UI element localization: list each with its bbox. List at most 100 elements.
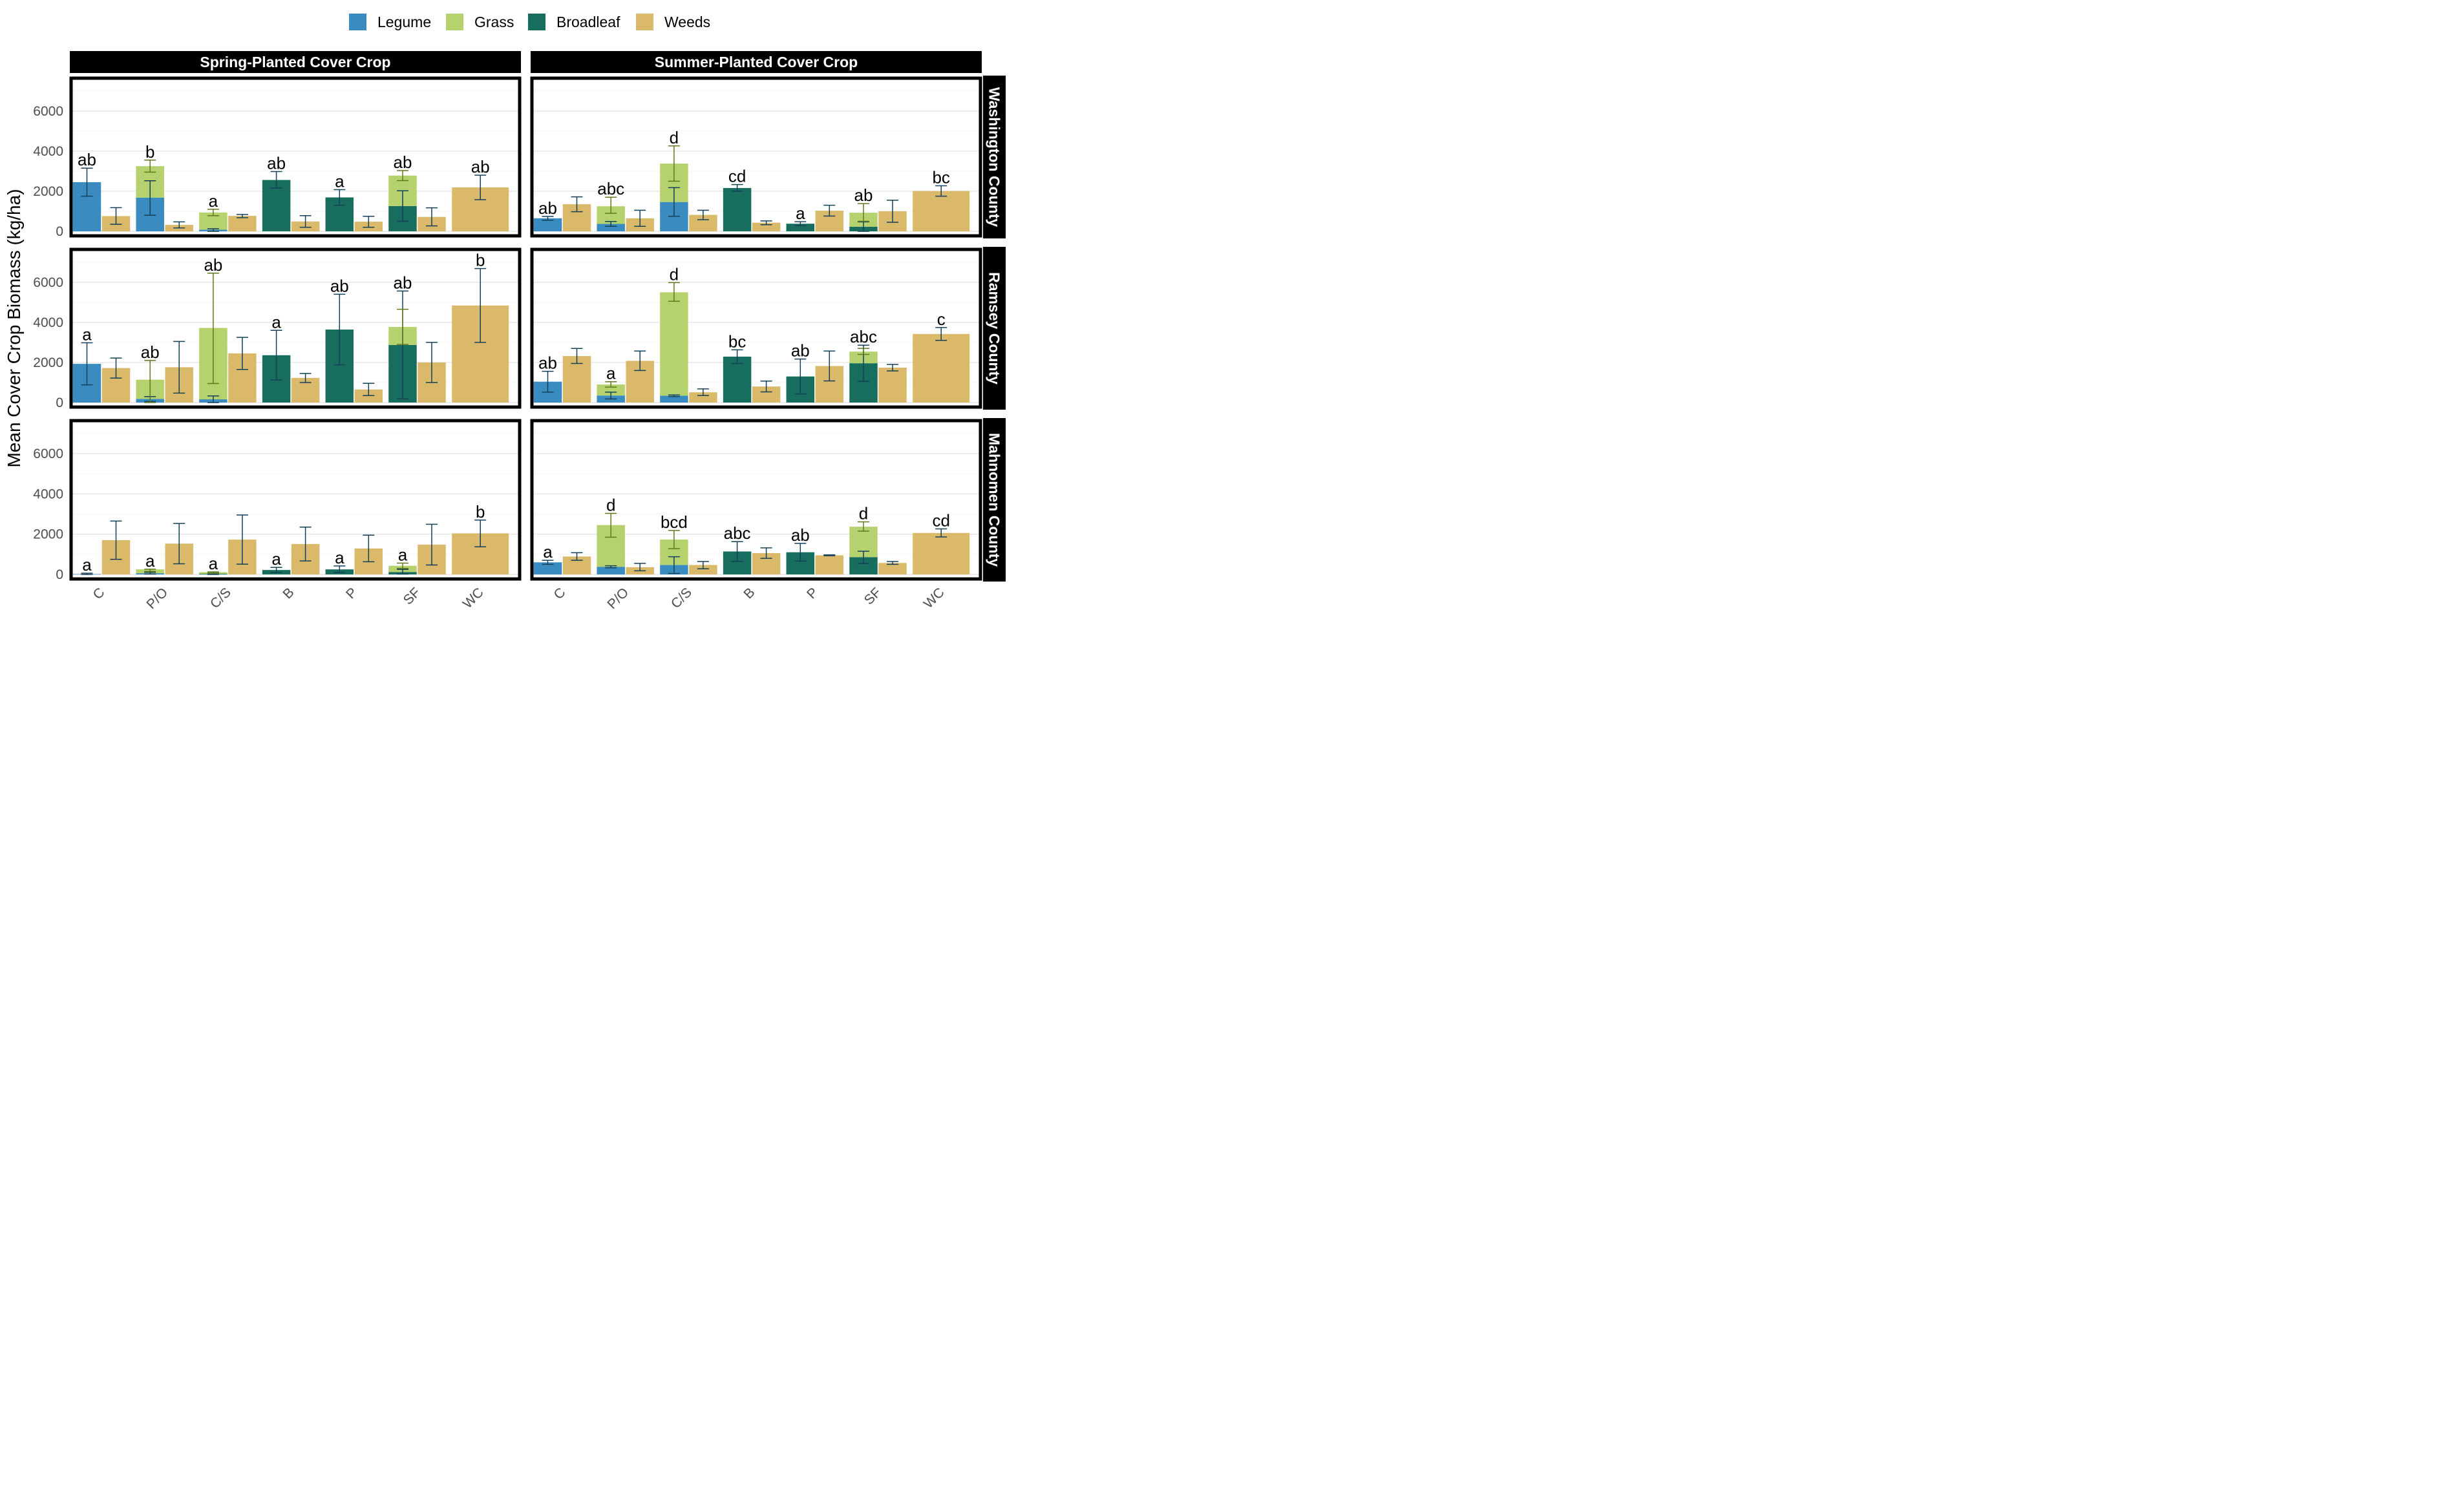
significance-letter: ab <box>394 273 412 292</box>
significance-letter: b <box>476 502 485 521</box>
panel-0: ab b a ab a ab ab <box>69 76 522 238</box>
legend: Legume Grass Broadleaf Weeds <box>349 14 710 30</box>
significance-letter: bcd <box>661 512 688 532</box>
bar-weeds <box>878 367 907 403</box>
significance-letter: bc <box>932 168 949 187</box>
x-tick-label: SF <box>401 585 423 607</box>
significance-letter: a <box>398 545 408 565</box>
significance-letter: a <box>271 312 281 331</box>
legend-label-grass: Grass <box>474 14 514 30</box>
bar-weeds <box>878 563 907 574</box>
x-tick-label: B <box>280 585 297 602</box>
significance-letter: a <box>335 171 344 191</box>
panel-border <box>69 419 522 581</box>
y-tick-label: 0 <box>56 567 63 582</box>
panel-1: ab abc d cd a ab bc <box>530 76 982 238</box>
row-strip-label: Mahnomen County <box>986 433 1003 567</box>
significance-letter: a <box>796 204 805 223</box>
significance-letter: ab <box>330 276 349 295</box>
bar-grass <box>660 292 688 396</box>
row-strip-0 <box>983 76 1006 238</box>
panel-border <box>69 76 522 238</box>
significance-letter: d <box>670 264 679 284</box>
y-tick-label: 0 <box>56 224 63 239</box>
bar-weeds <box>354 389 383 403</box>
bar-legume <box>533 218 562 231</box>
legend-label-weeds: Weeds <box>664 14 710 30</box>
bar-legume <box>597 567 625 574</box>
significance-letter: bc <box>728 331 746 351</box>
significance-letter: ab <box>791 525 810 545</box>
significance-letter: ab <box>791 341 810 361</box>
bar-grass <box>388 565 417 572</box>
significance-letter: ab <box>394 152 412 172</box>
significance-letter: ab <box>267 154 286 173</box>
significance-letter: b <box>145 142 154 162</box>
row-strip-2 <box>983 418 1006 582</box>
panel-2: a ab ab a ab ab b <box>69 247 522 409</box>
bar-broadleaf <box>786 224 815 231</box>
panel-border <box>530 419 982 581</box>
y-axis-label: Mean Cover Crop Biomass (kg/ha) <box>4 189 24 467</box>
x-tick-label: B <box>741 585 757 602</box>
significance-letter: a <box>271 549 281 569</box>
significance-letter: cd <box>728 167 746 186</box>
y-tick-label: 6000 <box>33 446 63 461</box>
bar-legume <box>533 562 562 574</box>
significance-letter: ab <box>538 353 557 373</box>
legend-label-broadleaf: Broadleaf <box>556 14 620 30</box>
significance-letter: c <box>937 310 946 329</box>
x-tick-label: C/S <box>207 585 234 611</box>
bar-legume <box>597 224 625 231</box>
bar-weeds <box>689 392 717 403</box>
x-tick-label: P <box>804 585 821 602</box>
faceted-bar-chart: Mean Cover Crop Biomass (kg/ha) Legume Gra… <box>4 14 1006 612</box>
y-tick-label: 6000 <box>33 275 63 290</box>
significance-letter: ab <box>538 198 557 218</box>
significance-letter: abc <box>597 179 624 198</box>
significance-letter: abc <box>850 327 877 346</box>
legend-swatch-legume <box>349 14 366 30</box>
row-strip-label: Washington County <box>986 87 1003 227</box>
significance-letter: cd <box>932 511 949 530</box>
legend-swatch-broadleaf <box>528 14 545 30</box>
significance-letter: a <box>606 364 616 383</box>
significance-letter: a <box>209 191 218 211</box>
y-tick-label: 2000 <box>33 355 63 370</box>
bar-weeds <box>815 555 844 574</box>
x-tick-label: P/O <box>143 585 171 612</box>
y-tick-label: 4000 <box>33 487 63 501</box>
significance-letter: a <box>335 548 344 567</box>
significance-letter: abc <box>724 523 751 543</box>
legend-label-legume: Legume <box>377 14 431 30</box>
x-tick-label: P/O <box>604 585 631 612</box>
significance-letter: d <box>606 496 615 515</box>
bar-grass <box>597 384 625 396</box>
bar-weeds <box>913 333 970 403</box>
y-tick-label: 2000 <box>33 527 63 542</box>
x-tick-label: C/S <box>668 585 695 611</box>
y-tick-label: 6000 <box>33 104 63 119</box>
y-tick-label: 0 <box>56 395 63 410</box>
significance-letter: ab <box>204 255 222 275</box>
bar-broadleaf <box>723 187 752 231</box>
x-tick-label: SF <box>862 585 884 607</box>
significance-letter: a <box>543 542 553 562</box>
significance-letter: d <box>670 128 679 147</box>
legend-swatch-weeds <box>636 14 653 30</box>
bar-legume <box>660 395 688 403</box>
row-strip-label: Ramsey County <box>986 272 1003 384</box>
significance-letter: ab <box>78 150 96 169</box>
x-tick-label: C <box>90 585 108 602</box>
significance-letter: ab <box>471 157 490 176</box>
bar-weeds <box>689 565 717 574</box>
x-tick-label: P <box>343 585 360 602</box>
significance-letter: a <box>82 555 92 574</box>
bar-weeds <box>228 216 257 231</box>
significance-letter: ab <box>141 342 160 362</box>
x-tick-label: WC <box>921 585 947 611</box>
y-tick-label: 2000 <box>33 184 63 199</box>
bar-weeds <box>913 191 970 231</box>
significance-letter: a <box>82 325 92 344</box>
panel-border <box>69 247 522 409</box>
